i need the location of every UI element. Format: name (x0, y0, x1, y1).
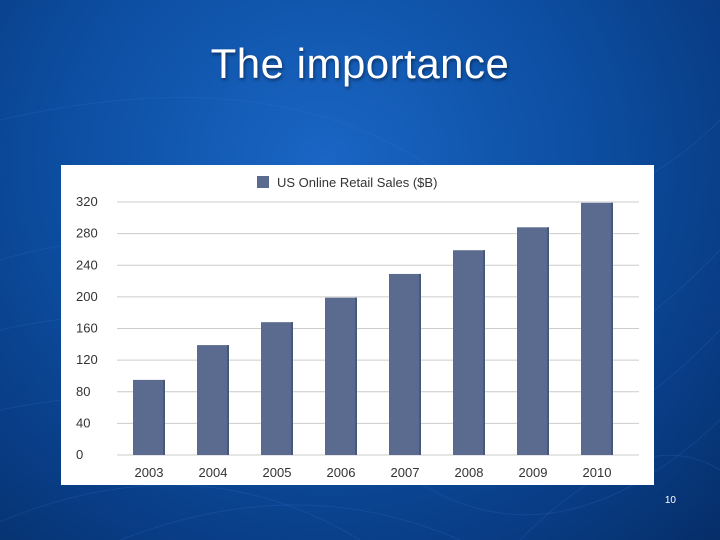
bars (133, 202, 613, 455)
x-tick-label: 2007 (391, 465, 420, 480)
legend-label: US Online Retail Sales ($B) (277, 175, 437, 190)
slide-title: The importance (210, 40, 510, 87)
bar-2009 (517, 227, 549, 455)
bar-2006 (325, 297, 357, 455)
bar-edge-2004 (227, 345, 229, 455)
bar-edge-2010 (611, 202, 613, 455)
x-tick-label: 2003 (135, 465, 164, 480)
y-tick-label: 240 (76, 257, 98, 272)
bar-edge-2009 (547, 227, 549, 455)
bar-2005 (261, 322, 293, 455)
legend: US Online Retail Sales ($B) (257, 175, 437, 190)
slide-number: 10 (664, 495, 676, 506)
bar-edge-2006 (355, 297, 357, 455)
y-tick-label: 280 (76, 226, 98, 241)
y-tick-label: 80 (76, 384, 90, 399)
x-tick-label: 2010 (583, 465, 612, 480)
x-tick-label: 2006 (327, 465, 356, 480)
y-tick-label: 40 (76, 415, 90, 430)
legend-swatch (257, 176, 269, 188)
x-tick-label: 2009 (519, 465, 548, 480)
y-axis: 0 40 80 120 160 200 240 280 320 (76, 194, 98, 462)
bar-2007 (389, 273, 421, 455)
x-axis: 2003 2004 2005 2006 2007 2008 2009 2010 (135, 465, 612, 480)
bar-edge-2008 (483, 250, 485, 455)
bar-2010 (581, 202, 613, 455)
x-tick-label: 2004 (199, 465, 228, 480)
bar-2008 (453, 250, 485, 455)
bar-edge-2003 (163, 379, 165, 455)
y-tick-label: 160 (76, 321, 98, 336)
bar-2004 (197, 345, 229, 455)
bar-edge-2005 (291, 322, 293, 455)
x-tick-label: 2008 (455, 465, 484, 480)
y-tick-label: 200 (76, 289, 98, 304)
y-tick-label: 320 (76, 194, 98, 209)
bar-2003 (133, 379, 165, 455)
y-tick-label: 0 (76, 447, 83, 462)
bar-edge-2007 (419, 273, 421, 455)
grid-lines (117, 201, 639, 456)
y-tick-label: 120 (76, 352, 98, 367)
chart-panel: 0 40 80 120 160 200 240 280 320 2003 2004 2005 2006… (61, 165, 654, 485)
x-tick-label: 2005 (263, 465, 292, 480)
bar-chart: 0 40 80 120 160 200 240 280 320 2003 2004 2005 2006… (76, 175, 639, 480)
